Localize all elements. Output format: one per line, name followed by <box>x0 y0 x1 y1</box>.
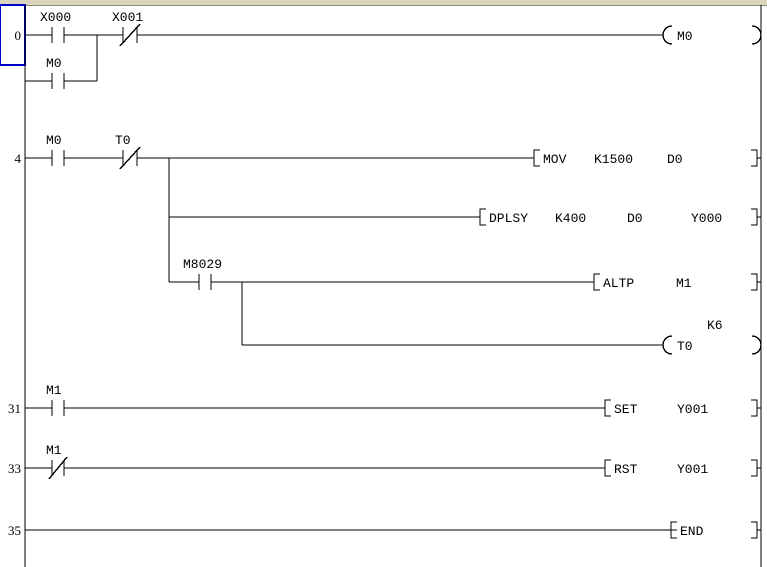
svg-text:K400: K400 <box>555 211 586 226</box>
svg-text:35: 35 <box>8 523 21 538</box>
svg-text:D0: D0 <box>667 152 683 167</box>
svg-text:MOV: MOV <box>543 152 567 167</box>
svg-text:M0: M0 <box>46 56 62 71</box>
svg-text:Y001: Y001 <box>677 462 708 477</box>
svg-text:D0: D0 <box>627 211 643 226</box>
svg-text:M1: M1 <box>676 276 692 291</box>
svg-text:RST: RST <box>614 462 638 477</box>
svg-text:M1: M1 <box>46 383 62 398</box>
svg-text:Y000: Y000 <box>691 211 722 226</box>
svg-text:M8029: M8029 <box>183 257 222 272</box>
svg-text:ALTP: ALTP <box>603 276 634 291</box>
svg-text:K1500: K1500 <box>594 152 633 167</box>
svg-text:X001: X001 <box>112 10 143 25</box>
svg-text:END: END <box>680 524 704 539</box>
svg-text:M0: M0 <box>677 29 693 44</box>
svg-text:31: 31 <box>8 401 21 416</box>
svg-text:DPLSY: DPLSY <box>489 211 528 226</box>
svg-text:X000: X000 <box>40 10 71 25</box>
svg-text:M1: M1 <box>46 443 62 458</box>
svg-text:T0: T0 <box>677 339 693 354</box>
svg-text:SET: SET <box>614 402 638 417</box>
svg-text:4: 4 <box>15 151 22 166</box>
svg-text:33: 33 <box>8 461 21 476</box>
svg-text:M0: M0 <box>46 133 62 148</box>
svg-text:Y001: Y001 <box>677 402 708 417</box>
svg-text:K6: K6 <box>707 318 723 333</box>
svg-text:0: 0 <box>15 28 22 43</box>
svg-text:T0: T0 <box>115 133 131 148</box>
